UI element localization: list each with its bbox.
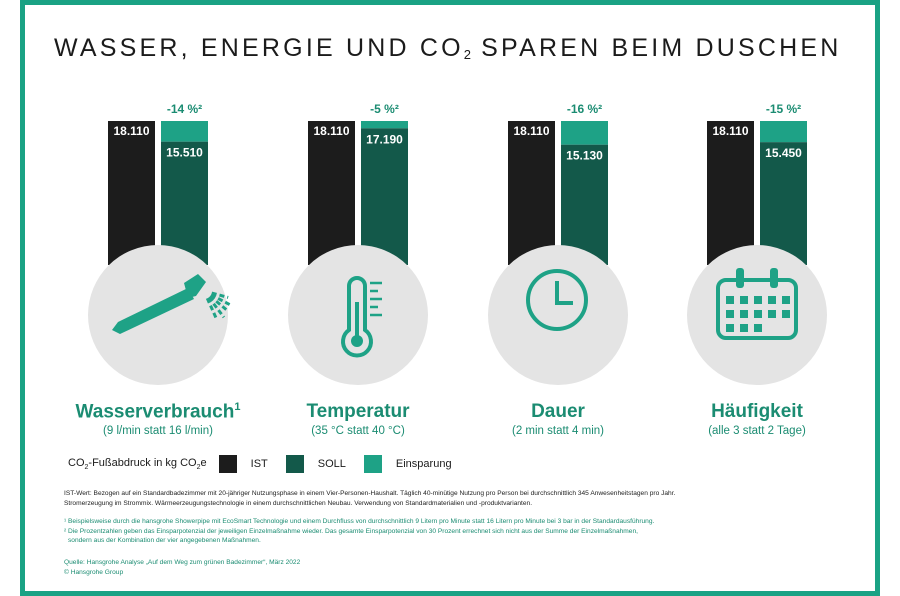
bar-ist xyxy=(508,121,555,265)
page-title: WASSER, ENERGIE UND CO2 SPAREN BEIM DUSC… xyxy=(54,34,842,62)
icon-circle xyxy=(488,245,628,385)
thermometer-bulb xyxy=(351,335,363,347)
legend-swatch-soll xyxy=(285,455,304,473)
calendar-day xyxy=(754,310,762,318)
chart-legend: CO2-Fußabdruck in kg CO2e IST SOLL Einsp… xyxy=(68,455,470,473)
water-spray xyxy=(205,297,219,320)
calendar-body xyxy=(716,278,798,340)
bar-soll xyxy=(561,144,608,265)
bar-einsparung xyxy=(760,121,807,143)
calendar-day xyxy=(768,296,776,304)
water-spray xyxy=(210,293,231,306)
clock-face xyxy=(526,269,588,331)
column-subtitle-water: (9 l/min statt 16 l/min) xyxy=(103,425,213,437)
column-title-temperature: Temperatur xyxy=(306,401,410,422)
legend-label-soll: SOLL xyxy=(317,458,346,470)
calendar-day xyxy=(754,296,762,304)
legend-label-einsparung: Einsparung xyxy=(395,458,452,470)
clock-hands xyxy=(555,281,573,305)
bar-einsparung xyxy=(161,121,208,142)
calendar-day xyxy=(726,324,734,332)
column-subtitle-frequency: (alle 3 statt 2 Tage) xyxy=(708,425,806,437)
shower-handle xyxy=(112,288,194,334)
legend-swatch-ist xyxy=(218,455,237,473)
footnotes: ¹ Beispielsweise durch die hansgrohe Sho… xyxy=(64,517,824,546)
value-label-ist: 18.110 xyxy=(513,124,549,138)
calendar-day xyxy=(726,296,734,304)
calendar-day xyxy=(754,324,762,332)
calendar-day xyxy=(768,310,776,318)
column-subtitle-duration: (2 min statt 4 min) xyxy=(511,425,605,437)
bar-einsparung xyxy=(561,121,608,145)
value-label-ist: 18.110 xyxy=(313,124,349,138)
clock-icon xyxy=(526,269,588,331)
saving-label: -14 %² xyxy=(167,102,202,116)
calendar-day xyxy=(782,296,790,304)
source-note: Quelle: Hansgrohe Analyse „Auf dem Weg z… xyxy=(64,558,824,577)
calendar-day xyxy=(782,310,790,318)
bar-soll xyxy=(760,142,807,265)
calendar-ring-right xyxy=(770,268,778,288)
copyright-line: © Hansgrohe Group xyxy=(64,568,124,576)
bar-ist xyxy=(108,121,155,265)
water-spray xyxy=(207,296,226,319)
bar-soll xyxy=(161,141,208,265)
calendar-day xyxy=(726,310,734,318)
legend-swatch-einsparung xyxy=(363,455,382,473)
bar-soll xyxy=(361,128,408,265)
column-title-duration: Dauer xyxy=(531,401,585,422)
thermometer-column xyxy=(355,302,359,338)
shower-head-icon xyxy=(112,274,231,334)
value-label-soll: 15.510 xyxy=(166,146,203,160)
calendar-icon xyxy=(716,268,798,340)
value-label-ist: 18.110 xyxy=(712,124,748,138)
column-title-water: Wasserverbrauch1 xyxy=(75,401,241,423)
legend-caption: CO2-Fußabdruck in kg CO2e xyxy=(68,456,207,472)
saving-label: -16 %² xyxy=(567,102,602,116)
legend-label-ist: IST xyxy=(250,458,268,470)
thermometer-icon xyxy=(341,276,382,358)
calendar-ring-left xyxy=(736,268,744,288)
value-label-soll: 15.450 xyxy=(765,146,802,160)
calendar-day xyxy=(740,324,748,332)
water-spray xyxy=(211,291,229,299)
bar-einsparung xyxy=(361,121,408,129)
bar-ist xyxy=(308,121,355,265)
water-spray xyxy=(209,294,230,313)
ist-note: IST-Wert: Bezogen auf ein Standardbadezi… xyxy=(64,490,676,507)
bar-ist xyxy=(707,121,754,265)
footnote-2-cont: sondern aus der Kombination der vier ang… xyxy=(68,537,261,545)
value-label-soll: 15.130 xyxy=(566,149,603,163)
calendar-day xyxy=(740,310,748,318)
saving-label: -5 %² xyxy=(370,102,399,116)
source-line: Quelle: Hansgrohe Analyse „Auf dem Weg z… xyxy=(64,559,301,566)
column-subtitle-temperature: (35 °C statt 40 °C) xyxy=(311,425,405,437)
column-title-frequency: Häufigkeit xyxy=(711,401,803,422)
footnote-2: ² Die Prozentzahlen geben das Einsparpot… xyxy=(64,527,638,535)
footnote-1: ¹ Beispielsweise durch die hansgrohe Sho… xyxy=(64,518,655,525)
shower-nozzle xyxy=(184,274,206,298)
value-label-ist: 18.110 xyxy=(113,124,149,138)
saving-label: -15 %² xyxy=(766,102,801,116)
calendar-day xyxy=(740,296,748,304)
value-label-soll: 17.190 xyxy=(366,132,403,146)
thermometer-outline xyxy=(341,276,373,358)
